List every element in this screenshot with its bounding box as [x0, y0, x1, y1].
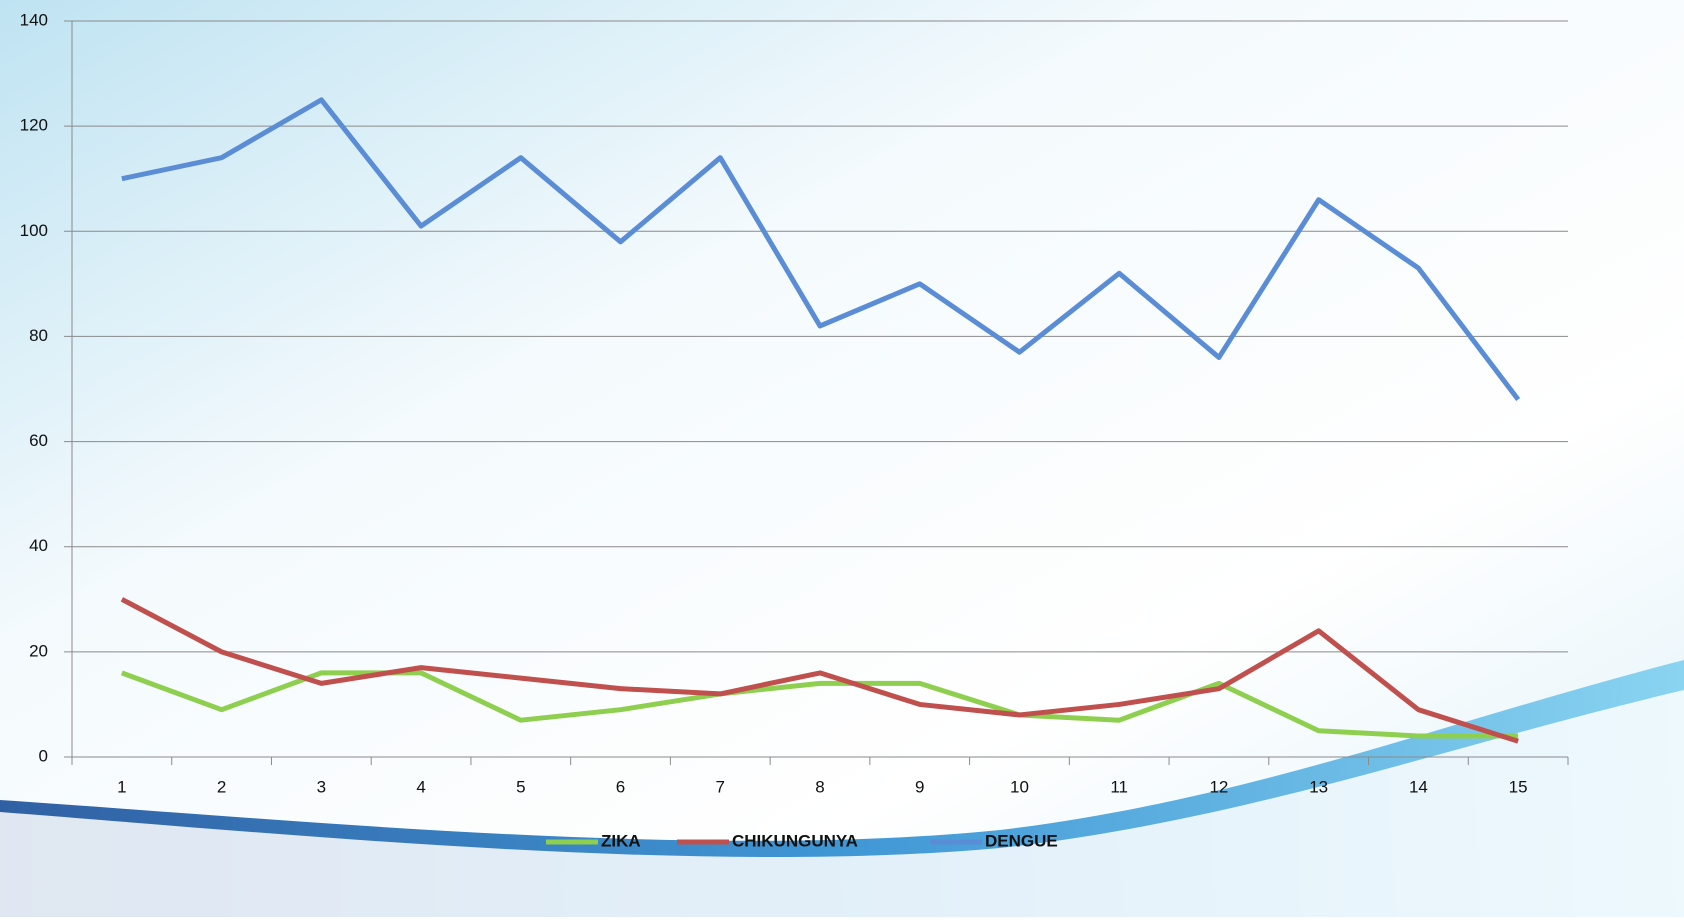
y-tick-label: 0 [39, 746, 48, 765]
x-tick-label: 13 [1309, 777, 1328, 796]
chart: 020406080100120140123456789101112131415Z… [0, 0, 1684, 917]
x-tick-label: 9 [915, 777, 924, 796]
x-tick-label: 3 [317, 777, 326, 796]
y-tick-label: 120 [20, 116, 48, 135]
x-tick-label: 4 [416, 777, 425, 796]
y-tick-label: 40 [29, 536, 48, 555]
x-tick-label: 1 [117, 777, 126, 796]
x-tick-label: 15 [1509, 777, 1528, 796]
legend-label: ZIKA [601, 831, 641, 850]
x-tick-label: 10 [1010, 777, 1029, 796]
x-tick-label: 2 [217, 777, 226, 796]
x-tick-label: 7 [716, 777, 725, 796]
y-tick-label: 80 [29, 326, 48, 345]
y-tick-label: 100 [20, 221, 48, 240]
y-tick-label: 60 [29, 431, 48, 450]
legend-label: CHIKUNGUNYA [732, 831, 858, 850]
x-tick-label: 6 [616, 777, 625, 796]
page: {"chart_data": {"type": "line", "categor… [0, 0, 1684, 917]
x-tick-label: 12 [1209, 777, 1228, 796]
legend-label: DENGUE [985, 831, 1058, 850]
y-tick-label: 20 [29, 641, 48, 660]
x-tick-label: 14 [1409, 777, 1428, 796]
x-tick-label: 5 [516, 777, 525, 796]
y-tick-label: 140 [20, 10, 48, 29]
x-tick-label: 11 [1110, 777, 1128, 796]
x-tick-label: 8 [815, 777, 824, 796]
